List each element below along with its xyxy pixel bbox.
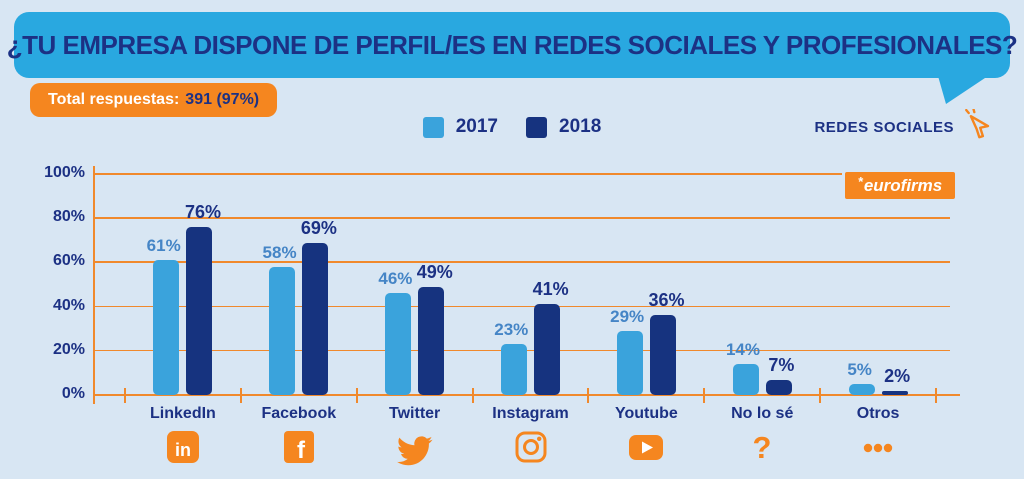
bar-group-youtube: 29% 36% [587, 174, 704, 403]
cursor-pointer-icon [962, 107, 994, 146]
bar-2018-youtube: 36% [648, 290, 684, 395]
value-label-2018-instagram: 41% [532, 279, 569, 300]
category-label-instagram: Instagram [492, 405, 569, 422]
dots-icon [820, 428, 936, 466]
legend-label-2018: 2018 [559, 116, 602, 137]
bar-2018-facebook: 69% [301, 218, 337, 395]
twitter-icon [357, 428, 473, 466]
speech-bubble-tail [938, 76, 988, 104]
value-label-2018-otros: 2% [884, 365, 911, 386]
gridline-60% [95, 261, 950, 263]
value-label-2018-no-lo-sé: 7% [768, 354, 795, 375]
bar-group-no-lo-sé: 14% 7% [703, 174, 820, 403]
y-axis-line [93, 166, 95, 404]
bar-2018-twitter: 49% [417, 262, 453, 395]
legend-swatch-2017 [422, 116, 444, 138]
bar-2017-youtube: 29% [610, 307, 644, 395]
legend-item-2017: 2017 [422, 116, 498, 138]
bar-2017-instagram: 23% [494, 320, 528, 395]
linkedin-icon: in [125, 428, 241, 466]
bar-group-facebook: 58% 69% [239, 174, 357, 403]
chart-legend: 2017 2018 [0, 114, 1024, 140]
page-title: ¿TU EMPRESA DISPONE DE PERFIL/ES EN REDE… [6, 29, 1018, 60]
value-label-2018-twitter: 49% [416, 261, 453, 282]
bar-2018-no-lo-sé: 7% [765, 355, 794, 395]
legend-label-2017: 2017 [455, 116, 498, 137]
svg-text:f: f [297, 437, 306, 464]
gridline-40% [95, 305, 950, 308]
redes-sociales-caption: REDES SOCIALES [814, 107, 994, 146]
bar-2017-facebook: 58% [263, 243, 297, 395]
value-label-2018-linkedin: 76% [185, 202, 222, 223]
y-axis-label-80%: 80% [52, 208, 85, 226]
y-axis-label-20%: 20% [52, 340, 85, 358]
facebook-icon: f [241, 428, 357, 466]
value-label-2017-no-lo-sé: 14% [725, 340, 761, 360]
category-label-youtube: Youtube [614, 405, 678, 422]
legend-item-2018: 2018 [526, 116, 601, 138]
question-icon: ? [704, 428, 820, 466]
bar-group-twitter: 46% 49% [355, 174, 473, 403]
legend-swatch-2018 [526, 116, 547, 138]
eurofirms-logo: * eurofirms [845, 172, 955, 199]
bar-2018-otros: 2% [881, 366, 910, 395]
value-label-2017-instagram: 23% [494, 320, 529, 340]
value-label-2017-twitter: 46% [378, 269, 413, 289]
value-label-2017-otros: 5% [847, 359, 872, 379]
category-label-no-lo-sé: No lo sé [731, 405, 794, 422]
gridline-80% [95, 217, 950, 219]
value-label-2018-facebook: 69% [300, 217, 337, 238]
redes-sociales-label: REDES SOCIALES [814, 118, 954, 136]
y-axis-label-40%: 40% [52, 296, 85, 314]
bar-2017-twitter: 46% [378, 269, 412, 395]
title-bubble: ¿TU EMPRESA DISPONE DE PERFIL/ES EN REDE… [7, 12, 1018, 78]
total-responses-label: Total respuestas: [48, 91, 180, 108]
value-label-2017-youtube: 29% [610, 306, 645, 326]
bar-group-instagram: 23% 41% [471, 174, 589, 403]
y-axis-label-100%: 100% [44, 164, 85, 181]
y-axis-label-0%: 0% [61, 385, 85, 402]
total-responses-value: 391 (97%) [185, 91, 260, 108]
youtube-icon [588, 428, 704, 466]
category-label-linkedin: LinkedIn [150, 405, 216, 422]
category-label-twitter: Twitter [389, 405, 441, 422]
svg-text:?: ? [753, 430, 772, 465]
category-label-otros: Otros [856, 405, 900, 422]
bar-2018-linkedin: 76% [185, 202, 221, 395]
bar-group-linkedin: 61% 76% [124, 174, 241, 403]
svg-text:in: in [175, 440, 191, 460]
category-icon-row: in f? [95, 428, 950, 466]
value-label-2017-facebook: 58% [262, 242, 297, 262]
category-label-row: LinkedIn Facebook Twitter Instagram Youtube N… [95, 405, 950, 423]
total-responses-badge: Total respuestas: 391 (97%) [30, 83, 278, 117]
bar-2018-instagram: 41% [533, 279, 569, 395]
bar-chart: 61% 76% 58% 69% 46% 49% 23% 41% 29% 36% 14% 7% 5% 2% … [44, 164, 960, 404]
bar-2017-otros: 5% [847, 360, 875, 395]
y-axis-label-60%: 60% [52, 252, 85, 270]
gridline-100% [95, 173, 842, 175]
bar-2017-no-lo-sé: 14% [726, 340, 760, 395]
x-axis-line [93, 394, 960, 396]
bar-groups: 61% 76% 58% 69% 46% 49% 23% 41% 29% 36% 14% 7% 5% 2% [95, 174, 950, 403]
category-label-facebook: Facebook [261, 405, 337, 422]
value-label-2018-youtube: 36% [648, 290, 685, 311]
bar-group-otros: 5% 2% [819, 174, 936, 403]
value-label-2017-linkedin: 61% [146, 236, 181, 256]
bar-2017-linkedin: 61% [147, 236, 181, 395]
instagram-icon [473, 428, 589, 466]
eurofirms-wordmark: eurofirms [863, 175, 943, 195]
eurofirms-asterisk: * [857, 174, 863, 189]
